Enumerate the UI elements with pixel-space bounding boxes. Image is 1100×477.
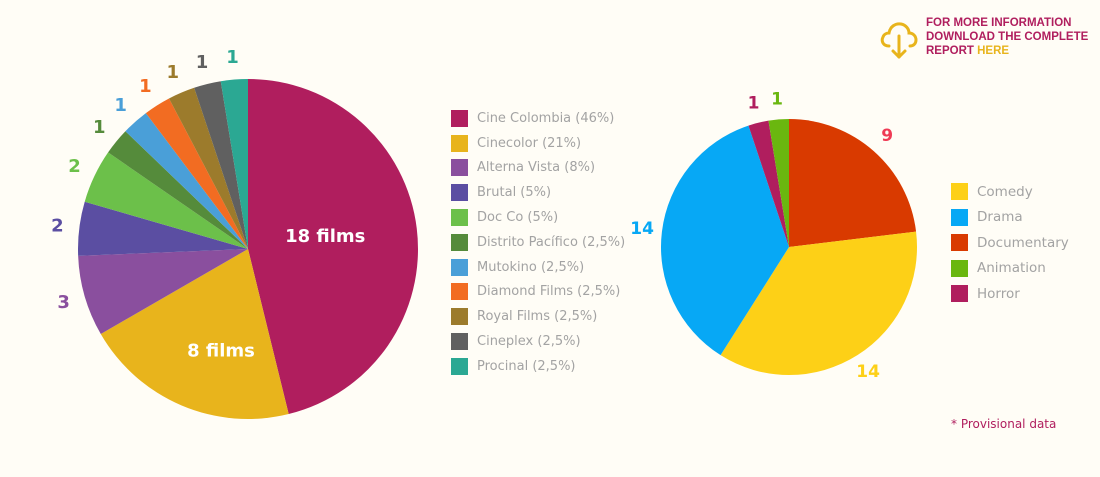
legend-label: Cine Colombia (46%): [477, 110, 615, 126]
legend-item-royal-films: Royal Films (2,5%): [451, 304, 625, 329]
legend-swatch: [951, 183, 968, 201]
info-line-3-prefix: REPORT: [926, 45, 974, 57]
pie-slice-royal-films: [168, 87, 248, 249]
legend-swatch: [451, 159, 468, 177]
legend-item-distrito-pac-fico: Distrito Pacífico (2,5%): [451, 230, 625, 255]
info-line-1: FOR MORE INFORMATION: [926, 17, 1072, 29]
legend-label: Horror: [977, 285, 1020, 302]
cloud-download-icon: [880, 22, 918, 59]
legend-label: Cinecolor (21%): [477, 135, 582, 151]
legend-swatch: [451, 258, 468, 276]
legend-item-comedy: Comedy: [951, 179, 1069, 205]
slice-label-procinal: 1: [226, 47, 239, 68]
legend-label: Distrito Pacífico (2,5%): [477, 234, 626, 250]
legend-item-cinecolor: Cinecolor (21%): [451, 131, 625, 156]
legend-swatch: [451, 357, 468, 375]
legend-label: Documentary: [977, 234, 1069, 251]
genres-pie: 9 14 14 1 1: [630, 89, 917, 382]
legend-swatch: [951, 208, 968, 226]
legend-item-diamond-films: Diamond Films (2,5%): [451, 280, 625, 305]
legend-item-brutal: Brutal (5%): [451, 180, 625, 205]
legend-label: Brutal (5%): [477, 185, 552, 201]
slice-label-drama: 14: [630, 219, 654, 239]
pie-slice-diamond-films: [145, 98, 248, 249]
legend-swatch: [451, 134, 468, 152]
distributors-legend: Cine Colombia (46%) Cinecolor (21%) Altern…: [451, 106, 625, 379]
slice-label-brutal: 2: [51, 215, 64, 236]
legend-label: Drama: [977, 209, 1023, 226]
legend-item-animation: Animation: [951, 256, 1069, 282]
legend-item-horror: Horror: [951, 281, 1069, 307]
pie-slice-procinal: [220, 79, 248, 249]
legend-item-documentary: Documentary: [951, 230, 1069, 256]
legend-label: Alterna Vista (8%): [477, 160, 596, 176]
pie-slice-mutokino: [125, 113, 248, 249]
slice-label-mutokino: 1: [114, 95, 127, 116]
slice-label-distrito-pac-fico: 1: [93, 117, 106, 138]
legend-swatch: [951, 259, 968, 277]
slice-label-diamond-films: 1: [139, 76, 152, 97]
slice-label-cineplex: 1: [196, 52, 209, 73]
legend-label: Mutokino (2,5%): [477, 259, 585, 275]
legend-item-cineplex: Cineplex (2,5%): [451, 329, 625, 354]
legend-item-doc-co: Doc Co (5%): [451, 205, 625, 230]
pie-slice-doc-co: [84, 152, 249, 249]
pie-slice-distrito-pac-fico: [108, 131, 248, 249]
slice-label-royal-films: 1: [166, 62, 179, 83]
legend-item-procinal: Procinal (2,5%): [451, 354, 625, 379]
legend-label: Procinal (2,5%): [477, 358, 576, 374]
here-link[interactable]: HERE: [977, 45, 1010, 57]
legend-swatch: [451, 308, 468, 326]
legend-label: Doc Co (5%): [477, 210, 559, 226]
slice-label-horror: 1: [748, 93, 760, 113]
legend-item-mutokino: Mutokino (2,5%): [451, 255, 625, 280]
slice-label-cine-colombia: 18 films: [285, 226, 365, 247]
legend-swatch: [451, 333, 468, 351]
slice-label-cinecolor: 8 films: [187, 340, 255, 361]
legend-swatch: [951, 285, 968, 303]
slice-label-doc-co: 2: [68, 156, 81, 177]
pie-slice-horror: [748, 120, 789, 247]
genres-legend: Comedy Drama Documentary Animation Horror: [951, 179, 1069, 307]
legend-swatch: [451, 233, 468, 251]
more-info-text[interactable]: FOR MORE INFORMATION DOWNLOAD THE COMPLE…: [926, 16, 1088, 62]
slice-label-animation: 1: [771, 89, 783, 109]
pie-slice-drama: [661, 125, 789, 356]
slice-label-documentary: 9: [881, 126, 893, 146]
legend-label: Royal Films (2,5%): [477, 309, 598, 325]
slice-label-comedy: 14: [856, 362, 880, 382]
legend-label: Animation: [977, 260, 1046, 277]
legend-item-drama: Drama: [951, 205, 1069, 231]
legend-swatch: [451, 283, 468, 301]
legend-item-cine-colombia: Cine Colombia (46%): [451, 106, 625, 131]
info-line-2: DOWNLOAD THE COMPLETE: [926, 31, 1089, 43]
more-info-link[interactable]: FOR MORE INFORMATION DOWNLOAD THE COMPLE…: [880, 16, 1088, 62]
pie-slice-documentary: [789, 119, 917, 247]
pie-slice-animation: [768, 119, 789, 247]
pie-slice-cine-colombia: [248, 79, 418, 415]
slice-label-alterna-vista: 3: [57, 292, 70, 313]
legend-swatch: [951, 234, 968, 252]
pie-slice-comedy: [720, 231, 917, 375]
pie-slice-brutal: [78, 201, 249, 256]
info-line-3: REPORT HERE: [926, 44, 1088, 58]
legend-item-alterna-vista: Alterna Vista (8%): [451, 156, 625, 181]
legend-swatch: [451, 209, 468, 227]
legend-label: Cineplex (2,5%): [477, 334, 581, 350]
pie-slice-cinecolor: [100, 249, 289, 419]
pie-slice-cineplex: [194, 81, 248, 250]
legend-swatch: [451, 184, 468, 202]
provisional-data-note: * Provisional data: [951, 417, 1057, 431]
legend-label: Comedy: [977, 183, 1033, 200]
legend-label: Diamond Films (2,5%): [477, 284, 621, 300]
pie-slice-alterna-vista: [78, 249, 248, 334]
legend-swatch: [451, 109, 468, 127]
